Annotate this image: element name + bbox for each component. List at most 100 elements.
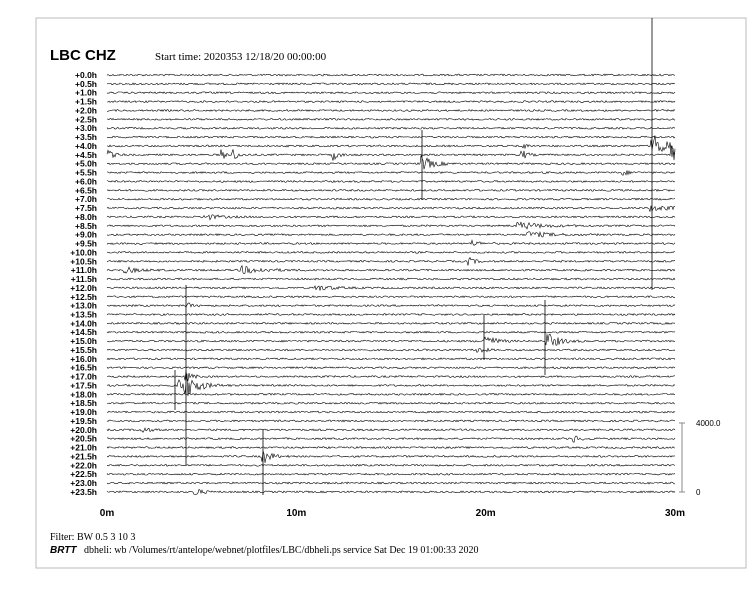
trace <box>107 109 676 112</box>
x-tick-label: 10m <box>286 508 306 519</box>
row-label: +5.5h <box>75 168 97 178</box>
row-label: +22.5h <box>70 469 97 479</box>
trace <box>106 333 676 346</box>
row-label: +9.5h <box>75 239 97 249</box>
trace <box>106 446 676 449</box>
trace <box>106 135 676 139</box>
row-label: +20.5h <box>70 434 97 444</box>
row-label: +14.0h <box>70 318 97 328</box>
row-label: +21.0h <box>70 443 97 453</box>
trace <box>106 264 676 275</box>
trace <box>106 472 676 476</box>
x-tick-label: 20m <box>476 508 496 519</box>
trace <box>106 188 676 192</box>
row-label: +16.5h <box>70 363 97 373</box>
trace <box>106 135 676 156</box>
trace <box>106 347 676 353</box>
x-tick-label: 30m <box>665 508 685 519</box>
trace <box>106 155 676 170</box>
trace <box>106 91 676 95</box>
row-label: +12.5h <box>70 292 97 302</box>
trace <box>106 489 676 495</box>
trace <box>106 435 676 443</box>
trace <box>106 126 676 130</box>
trace <box>106 463 676 467</box>
trace <box>106 231 676 238</box>
trace <box>106 170 676 176</box>
row-label: +4.0h <box>75 141 97 151</box>
trace <box>106 450 675 463</box>
trace <box>106 250 676 254</box>
row-label: +20.0h <box>70 425 97 435</box>
row-label: +13.0h <box>70 301 97 311</box>
trace <box>106 373 676 397</box>
command: dbheli: wb /Volumes/rt/antelope/webnet/p… <box>84 545 478 556</box>
trace <box>106 285 676 291</box>
row-labels: +0.0h+0.5h+1.0h+1.5h+2.0h+2.5h+3.0h+3.5h… <box>70 70 97 497</box>
row-label: +2.0h <box>75 105 97 115</box>
station: LBC CHZ <box>50 47 116 64</box>
filter: Filter: BW 0.5 3 10 3 <box>50 532 135 543</box>
row-label: +19.0h <box>70 407 97 417</box>
row-label: +7.0h <box>75 194 97 204</box>
row-label: +10.5h <box>70 256 97 266</box>
trace <box>106 180 676 183</box>
trace <box>106 370 676 382</box>
brand: BRTT <box>50 545 77 556</box>
trace <box>107 100 676 104</box>
row-label: +15.5h <box>70 345 97 355</box>
row-label: +18.0h <box>70 389 97 399</box>
trace <box>106 73 675 77</box>
trace <box>106 257 676 266</box>
trace <box>106 239 676 246</box>
row-label: +6.5h <box>75 185 97 195</box>
row-label: +19.5h <box>70 416 97 426</box>
row-label: +6.0h <box>75 176 97 186</box>
trace <box>106 427 676 433</box>
row-label: +16.0h <box>70 354 97 364</box>
row-label: +17.5h <box>70 380 97 390</box>
row-label: +1.5h <box>75 97 97 107</box>
frame <box>35 17 747 569</box>
row-label: +4.5h <box>75 150 97 160</box>
row-label: +12.0h <box>70 283 97 293</box>
trace <box>106 401 676 405</box>
row-label: +13.5h <box>70 309 97 319</box>
trace <box>106 392 676 396</box>
trace <box>106 357 676 361</box>
row-label: +17.0h <box>70 372 97 382</box>
row-label: +21.5h <box>70 451 97 461</box>
x-tick-label: 0m <box>100 508 115 519</box>
trace <box>106 295 676 299</box>
traces <box>106 18 676 495</box>
row-label: +18.5h <box>70 398 97 408</box>
x-axis: 0m 10m 20m 30m <box>100 508 685 519</box>
row-label: +7.5h <box>75 203 97 213</box>
row-label: +8.5h <box>75 221 97 231</box>
scale-bottom: 0 <box>696 488 701 497</box>
row-label: +22.0h <box>70 460 97 470</box>
trace <box>106 410 676 414</box>
row-label: +3.5h <box>75 132 97 142</box>
row-label: +15.0h <box>70 336 97 346</box>
trace <box>106 481 675 485</box>
trace <box>106 82 676 86</box>
row-label: +14.5h <box>70 327 97 337</box>
trace <box>106 366 676 370</box>
trace <box>106 419 676 423</box>
scale-top: 4000.0 <box>696 419 721 428</box>
trace <box>106 205 676 213</box>
row-label: +9.0h <box>75 230 97 240</box>
trace <box>106 214 676 221</box>
trace <box>106 117 676 121</box>
trace <box>107 197 676 201</box>
row-label: +0.0h <box>75 70 97 80</box>
trace <box>106 221 676 230</box>
row-label: +0.5h <box>75 79 97 89</box>
trace <box>106 330 676 334</box>
row-label: +23.5h <box>70 487 97 497</box>
row-label: +11.0h <box>71 265 97 275</box>
start-time: Start time: 2020353 12/18/20 00:00:00 <box>155 51 327 63</box>
